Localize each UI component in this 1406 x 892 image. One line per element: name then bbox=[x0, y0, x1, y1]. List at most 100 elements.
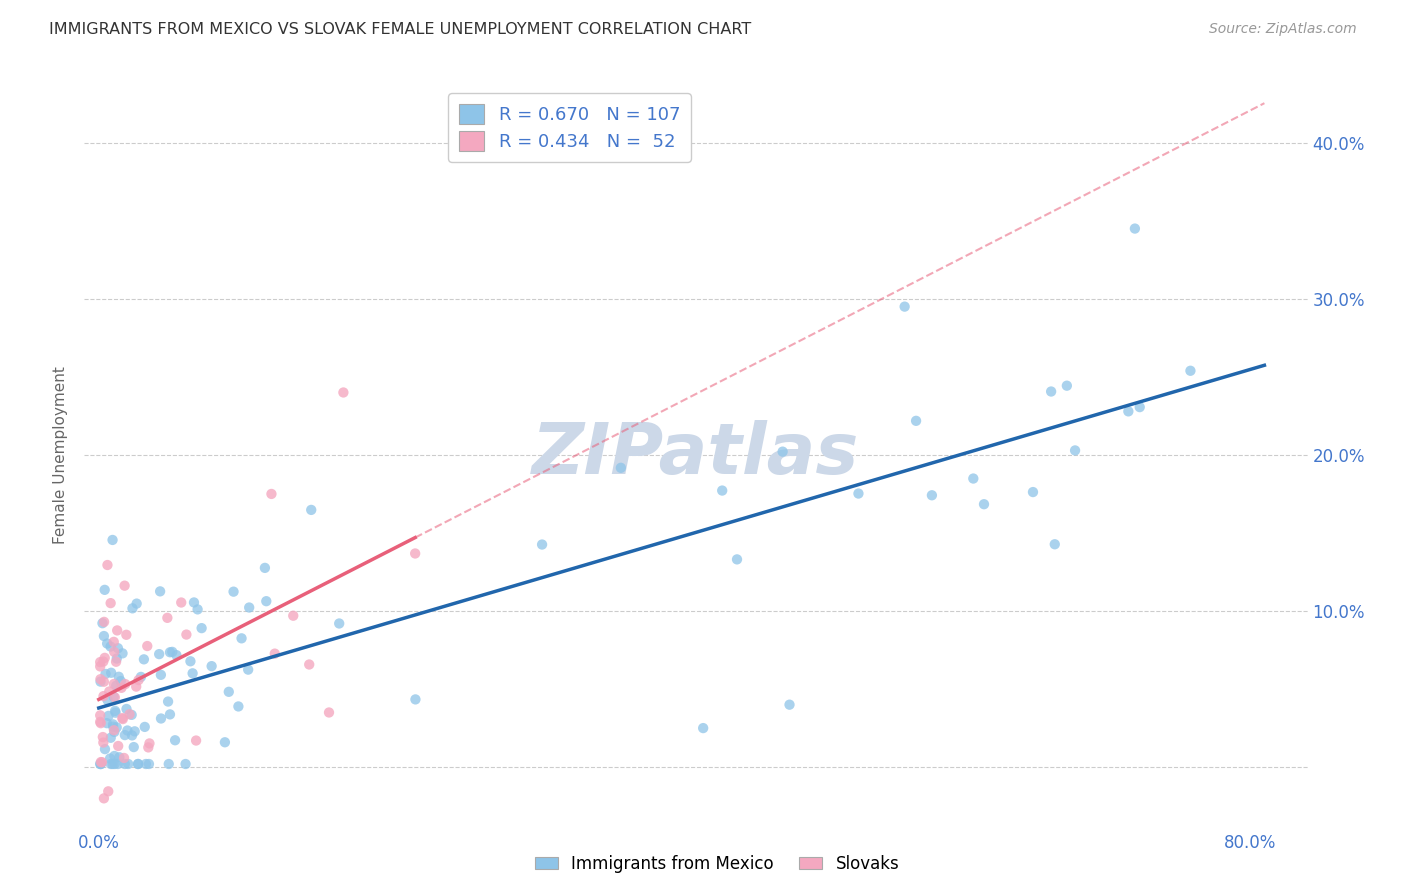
Point bbox=[104, 706, 127, 720]
Point bbox=[159, 645, 181, 659]
Point bbox=[103, 645, 125, 659]
Point bbox=[90, 756, 112, 771]
Legend: Immigrants from Mexico, Slovaks: Immigrants from Mexico, Slovaks bbox=[529, 848, 905, 880]
Point bbox=[101, 533, 124, 547]
Point bbox=[103, 677, 125, 691]
Point bbox=[108, 750, 131, 764]
Point bbox=[125, 597, 148, 611]
Point bbox=[96, 558, 118, 572]
Point bbox=[156, 611, 179, 625]
Point bbox=[97, 709, 120, 723]
Point bbox=[214, 735, 236, 749]
Point bbox=[299, 503, 322, 517]
Point bbox=[111, 646, 134, 660]
Point bbox=[89, 659, 111, 673]
Point bbox=[118, 707, 141, 722]
Point bbox=[283, 608, 305, 623]
Point bbox=[135, 756, 157, 771]
Point bbox=[150, 711, 173, 725]
Point bbox=[122, 740, 145, 755]
Point bbox=[105, 655, 128, 669]
Point bbox=[107, 756, 129, 771]
Point bbox=[114, 579, 136, 593]
Point bbox=[96, 636, 118, 650]
Point bbox=[179, 654, 201, 668]
Point bbox=[1123, 221, 1146, 235]
Point bbox=[848, 486, 870, 500]
Point bbox=[1022, 485, 1045, 500]
Point bbox=[157, 694, 180, 708]
Point bbox=[170, 595, 193, 609]
Point bbox=[610, 460, 633, 475]
Point bbox=[174, 756, 197, 771]
Point bbox=[779, 698, 801, 712]
Point bbox=[218, 685, 240, 699]
Text: Source: ZipAtlas.com: Source: ZipAtlas.com bbox=[1209, 22, 1357, 37]
Point bbox=[254, 594, 277, 608]
Point bbox=[105, 651, 128, 665]
Point bbox=[103, 635, 125, 649]
Point bbox=[94, 667, 117, 681]
Point bbox=[157, 756, 180, 771]
Point bbox=[93, 615, 115, 629]
Point bbox=[134, 720, 156, 734]
Point bbox=[89, 672, 111, 686]
Point bbox=[121, 601, 143, 615]
Point bbox=[96, 693, 118, 707]
Point bbox=[103, 723, 125, 738]
Point bbox=[162, 645, 184, 659]
Point bbox=[1043, 537, 1066, 551]
Point bbox=[105, 624, 128, 638]
Point bbox=[893, 300, 915, 314]
Point bbox=[111, 711, 134, 725]
Point bbox=[115, 702, 138, 716]
Point bbox=[149, 584, 172, 599]
Point bbox=[531, 537, 554, 551]
Point bbox=[318, 706, 340, 720]
Point bbox=[101, 720, 124, 734]
Point bbox=[136, 639, 159, 653]
Point bbox=[298, 657, 321, 672]
Point bbox=[104, 704, 127, 718]
Point bbox=[93, 629, 115, 643]
Point bbox=[183, 595, 205, 609]
Point bbox=[187, 602, 209, 616]
Point bbox=[121, 728, 143, 742]
Point bbox=[253, 561, 276, 575]
Point bbox=[105, 679, 128, 693]
Point bbox=[176, 627, 198, 641]
Point bbox=[93, 735, 115, 749]
Point bbox=[149, 668, 172, 682]
Point bbox=[127, 756, 149, 771]
Point bbox=[104, 690, 127, 705]
Point bbox=[105, 720, 128, 734]
Point bbox=[692, 721, 714, 735]
Point bbox=[117, 723, 139, 738]
Point bbox=[905, 414, 928, 428]
Point bbox=[184, 733, 207, 747]
Point bbox=[1180, 364, 1202, 378]
Point bbox=[1118, 404, 1140, 418]
Point bbox=[103, 725, 125, 739]
Point bbox=[159, 707, 181, 722]
Point bbox=[100, 731, 122, 745]
Point bbox=[104, 756, 127, 771]
Point bbox=[91, 730, 114, 744]
Point bbox=[332, 385, 354, 400]
Point bbox=[165, 648, 187, 662]
Point bbox=[100, 665, 122, 680]
Point bbox=[165, 733, 187, 747]
Point bbox=[121, 707, 143, 722]
Point bbox=[89, 708, 111, 723]
Point bbox=[231, 632, 253, 646]
Point bbox=[201, 659, 224, 673]
Point bbox=[90, 756, 112, 771]
Point bbox=[129, 670, 152, 684]
Point bbox=[93, 689, 115, 703]
Point bbox=[112, 751, 135, 765]
Point bbox=[97, 784, 120, 798]
Point bbox=[238, 600, 260, 615]
Point bbox=[921, 488, 943, 502]
Point bbox=[973, 497, 995, 511]
Point bbox=[101, 756, 124, 771]
